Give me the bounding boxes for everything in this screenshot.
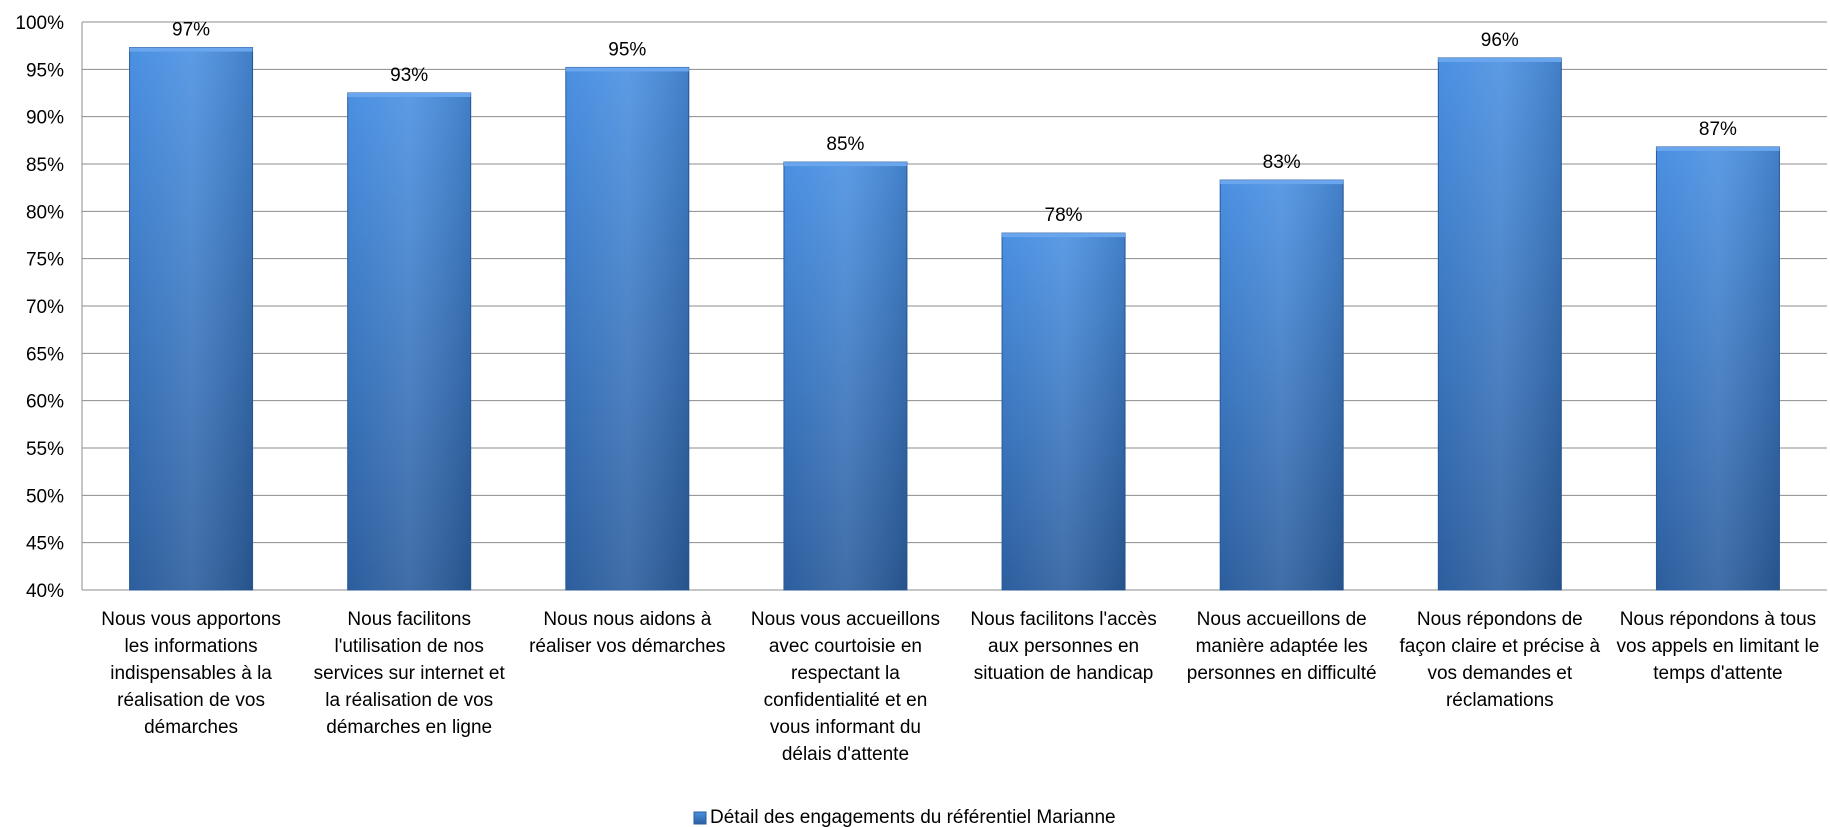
data-label: 95% xyxy=(608,39,646,60)
category-label-line: manière adaptée les xyxy=(1196,636,1368,657)
category-label-line: avec courtoisie en xyxy=(769,636,922,657)
category-label-line: façon claire et précise à xyxy=(1399,636,1600,657)
bar-shade xyxy=(1438,57,1562,591)
legend-swatch xyxy=(693,811,707,825)
data-label: 93% xyxy=(390,65,428,86)
y-tick-label: 85% xyxy=(26,155,64,176)
category-label-line: Nous facilitons l'accès xyxy=(970,609,1156,630)
bar-top-highlight xyxy=(347,93,471,97)
bar-top-highlight xyxy=(1438,57,1562,62)
category-label-line: situation de handicap xyxy=(974,663,1154,684)
category-label-line: les informations xyxy=(125,636,258,657)
category-label-line: aux personnes en xyxy=(988,636,1139,657)
category-label: Nous vous apportons les informations indis… xyxy=(101,609,281,738)
category-label: Nous vous accueillons avec courtoisie en r… xyxy=(751,609,940,765)
category-label-line: Nous répondons à tous xyxy=(1620,609,1816,630)
data-label: 87% xyxy=(1699,119,1737,140)
category-label-line: Nous vous apportons xyxy=(101,609,281,630)
gridlines xyxy=(82,21,1827,591)
category-label-line: personnes en difficulté xyxy=(1187,663,1377,684)
bar-shade xyxy=(1220,180,1344,591)
bar-shade xyxy=(1656,146,1780,590)
bar-top-highlight xyxy=(565,67,689,72)
category-label-line: indispensables à la xyxy=(110,663,272,684)
bar-top-highlight xyxy=(783,162,907,167)
category-label: Nous facilitons l'utilisation de nos servi… xyxy=(314,609,506,738)
y-tick-label: 60% xyxy=(26,392,64,413)
bar-top-highlight xyxy=(1656,146,1780,151)
bar-top-highlight xyxy=(129,47,253,52)
category-label-line: la réalisation de vos xyxy=(325,690,493,711)
category-label-line: vos appels en limitant le xyxy=(1617,636,1820,657)
category-label-line: Nous facilitons xyxy=(347,609,471,630)
data-label: 83% xyxy=(1263,152,1301,173)
category-label-line: Nous vous accueillons xyxy=(751,609,940,630)
bars xyxy=(129,47,1780,591)
category-label-line: réalisation de vos xyxy=(117,690,265,711)
y-axis: 40% 45% 50% 55% 60% 65% 70% 75% 80% 85% 90% 95% 100% xyxy=(15,13,83,602)
bar-shade xyxy=(129,47,253,591)
bar-shade xyxy=(783,162,907,590)
category-label-line: l'utilisation de nos xyxy=(334,636,483,657)
y-tick-label: 95% xyxy=(26,60,64,81)
category-label-line: respectant la xyxy=(791,663,900,684)
data-label: 78% xyxy=(1045,205,1083,226)
category-label: Nous répondons à tous vos appels en limit… xyxy=(1617,609,1820,684)
category-label-line: réaliser vos démarches xyxy=(529,636,725,657)
data-label: 96% xyxy=(1481,30,1519,51)
category-label-line: vos demandes et xyxy=(1427,663,1572,684)
category-label-line: Nous accueillons de xyxy=(1197,609,1367,630)
category-label-line: Nous répondons de xyxy=(1417,609,1583,630)
y-tick-label: 50% xyxy=(26,486,64,507)
y-tick-label: 40% xyxy=(26,581,64,602)
legend-label: Détail des engagements du référentiel Ma… xyxy=(710,807,1116,827)
y-tick-label: 70% xyxy=(26,297,64,318)
bar-top-highlight xyxy=(1002,233,1126,238)
y-tick-label: 65% xyxy=(26,344,64,365)
legend: Détail des engagements du référentiel Ma… xyxy=(693,807,1116,827)
category-label: Nous accueillons de manière adaptée les pe… xyxy=(1187,609,1377,684)
category-label-line: démarches en ligne xyxy=(326,717,492,738)
bar-shade xyxy=(347,93,471,590)
category-label-line: temps d'attente xyxy=(1653,663,1782,684)
y-tick-label: 80% xyxy=(26,202,64,223)
category-label-line: confidentialité et en xyxy=(764,690,928,711)
bar-shade xyxy=(565,67,689,590)
category-label: Nous facilitons l'accès aux personnes en s… xyxy=(970,609,1156,684)
category-label-line: délais d'attente xyxy=(782,744,909,765)
bar-top-highlight xyxy=(1220,180,1344,185)
category-label-line: réclamations xyxy=(1446,690,1554,711)
y-tick-label: 75% xyxy=(26,250,64,271)
data-labels: 97% 93% 95% 85% 78% 83% 96% 87% xyxy=(172,20,1737,227)
y-tick-label: 90% xyxy=(26,108,64,129)
data-label: 85% xyxy=(826,134,864,155)
y-tick-label: 45% xyxy=(26,534,64,555)
category-label-line: Nous nous aidons à xyxy=(543,609,711,630)
category-labels: Nous vous apportons les informations indis… xyxy=(101,609,1819,765)
y-tick-label: 55% xyxy=(26,439,64,460)
data-label: 97% xyxy=(172,20,210,41)
category-label-line: services sur internet et xyxy=(314,663,506,684)
category-label: Nous répondons de façon claire et précise… xyxy=(1399,609,1600,711)
category-label-line: vous informant du xyxy=(770,717,921,738)
category-label-line: démarches xyxy=(144,717,238,738)
category-label: Nous nous aidons à réaliser vos démarches xyxy=(529,609,725,657)
y-tick-label: 100% xyxy=(15,13,64,34)
bar-shade xyxy=(1002,233,1126,590)
